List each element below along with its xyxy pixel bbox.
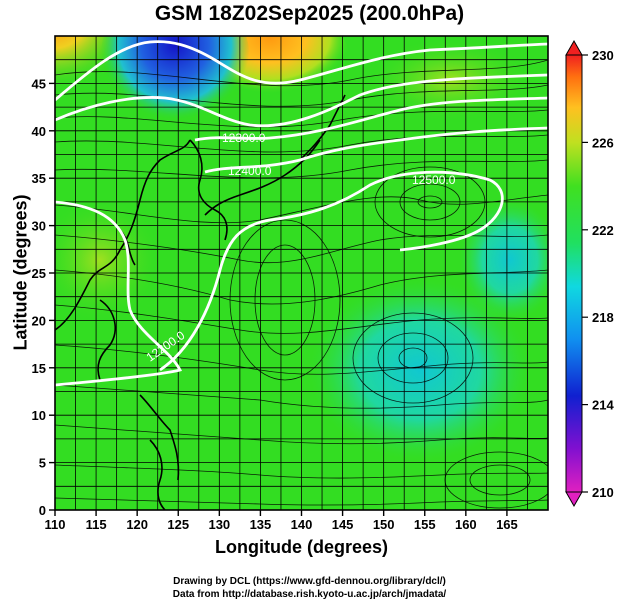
x-tick-label: 135 — [250, 517, 272, 532]
colorbar-tick-label: 222 — [592, 223, 614, 238]
colorbar-tick-label: 210 — [592, 485, 614, 500]
x-tick-label: 145 — [332, 517, 354, 532]
colorbar-ramp — [565, 54, 583, 493]
colorbar-tick-label: 214 — [592, 398, 614, 413]
x-tick-label: 120 — [126, 517, 148, 532]
y-tick-label: 35 — [32, 171, 46, 186]
coastlines — [55, 94, 346, 510]
colorbar-bottom-arrow — [565, 491, 583, 508]
x-tick-label: 110 — [45, 517, 66, 532]
y-tick-label: 25 — [32, 266, 46, 281]
x-axis-ticks: 110 115 120 125 130 135 140 145 150 155 160 165 — [45, 510, 518, 532]
x-axis-label: Longitude (degrees) — [214, 537, 388, 557]
colorbar: 210 214 218 222 226 230 — [565, 39, 614, 508]
x-tick-label: 160 — [455, 517, 477, 532]
credit-drawing: Drawing by DCL (https://www.gfd-dennou.o… — [173, 576, 446, 587]
colorbar-top-arrow — [565, 39, 583, 56]
y-tick-label: 40 — [32, 124, 46, 139]
y-tick-label: 10 — [32, 408, 46, 423]
colorbar-tick-label: 218 — [592, 310, 614, 325]
y-tick-label: 5 — [39, 456, 46, 471]
y-tick-label: 20 — [32, 313, 46, 328]
contour-label: 12400.0 — [228, 164, 272, 178]
y-tick-label: 45 — [32, 76, 46, 91]
x-tick-label: 155 — [414, 517, 436, 532]
height-contours — [55, 40, 548, 387]
contour-label: 12500.0 — [412, 173, 456, 187]
x-tick-label: 130 — [208, 517, 230, 532]
contour-label: 12300.0 — [222, 131, 266, 145]
x-tick-label: 125 — [167, 517, 189, 532]
lat-lon-grid — [54, 35, 549, 511]
y-tick-label: 30 — [32, 219, 46, 234]
colorbar-tick-label: 230 — [592, 48, 614, 63]
wind-streamlines — [55, 59, 548, 509]
credit-data: Data from http://database.rish.kyoto-u.a… — [172, 589, 447, 600]
x-tick-label: 140 — [291, 517, 313, 532]
y-tick-label: 0 — [39, 503, 46, 518]
map-title: GSM 18Z02Sep2025 (200.0hPa) — [154, 2, 465, 25]
y-axis-ticks: 0 5 10 15 20 25 30 35 40 45 — [32, 76, 55, 518]
x-tick-label: 115 — [86, 517, 107, 532]
x-tick-label: 150 — [373, 517, 395, 532]
colorbar-tick-label: 226 — [592, 135, 614, 150]
x-tick-label: 165 — [496, 517, 518, 532]
y-tick-label: 15 — [32, 361, 46, 376]
